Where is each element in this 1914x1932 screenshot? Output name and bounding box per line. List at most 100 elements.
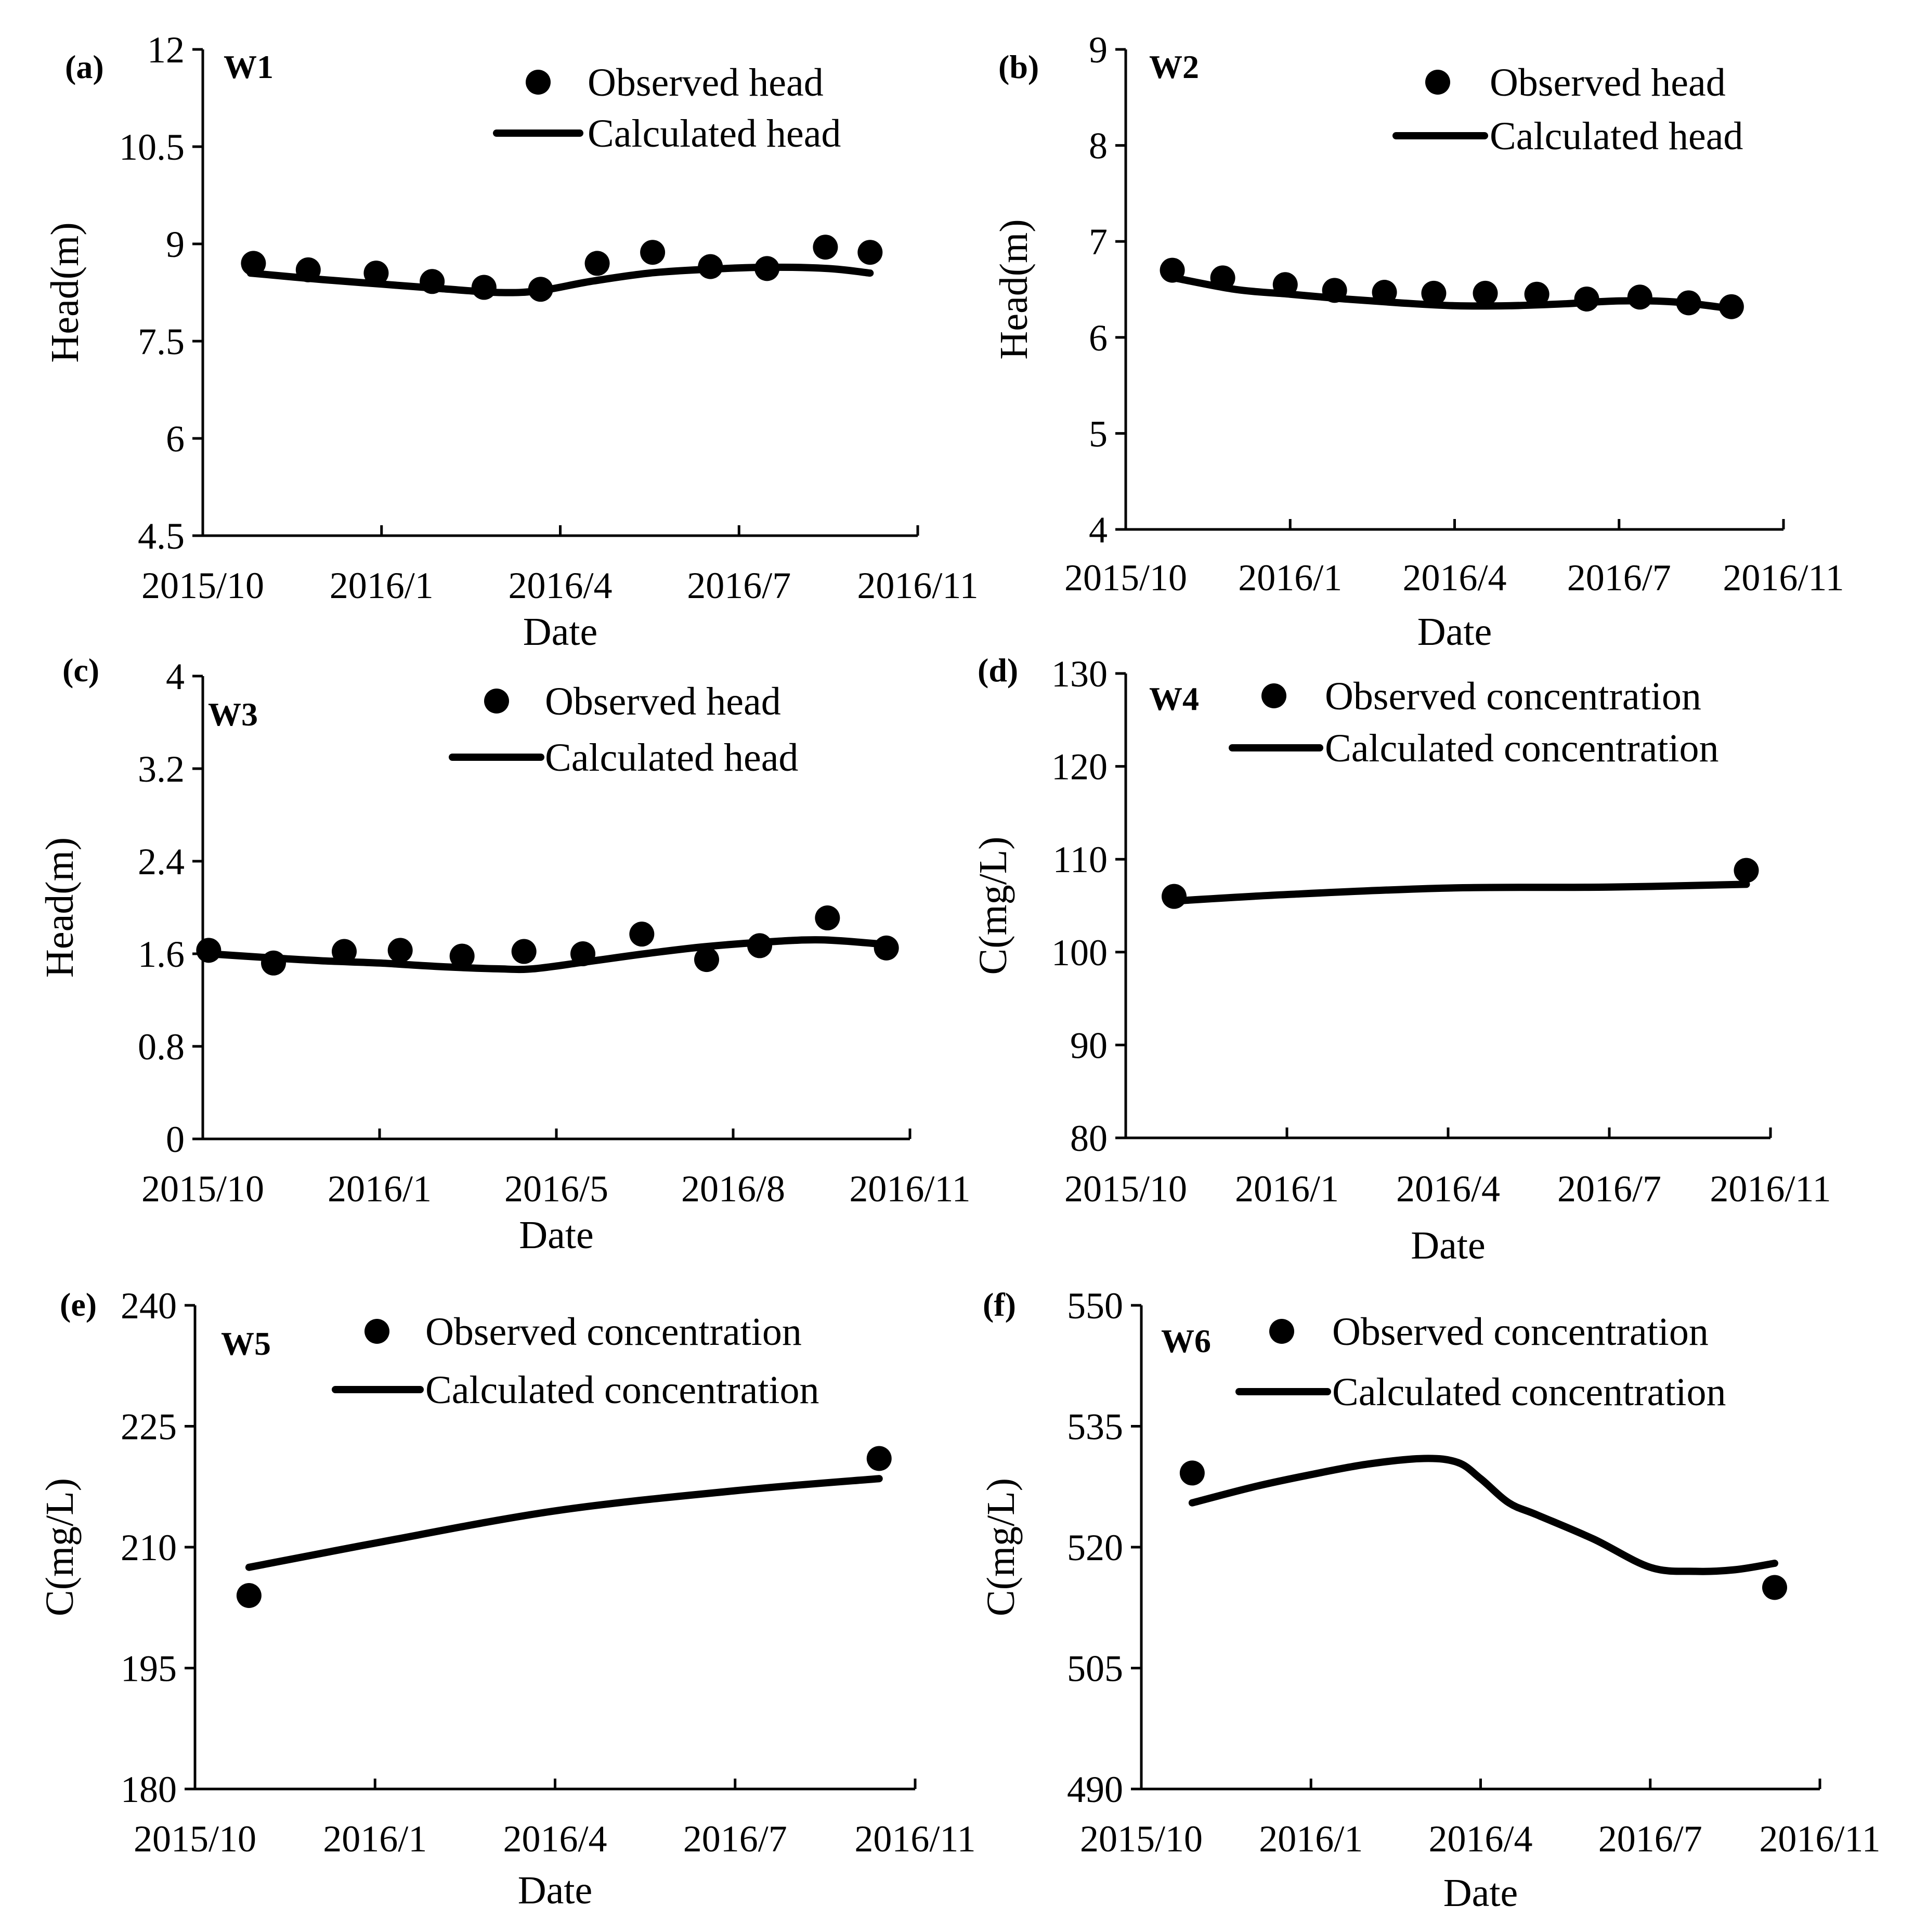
- observed-data-point: [387, 938, 413, 963]
- observed-data-point: [1734, 858, 1759, 883]
- well-label: W6: [1161, 1322, 1211, 1359]
- x-tick-label: 2016/7: [1567, 557, 1671, 599]
- panel-label: (b): [998, 48, 1039, 85]
- x-tick-label: 2015/10: [141, 565, 264, 606]
- x-tick-label: 2015/10: [1080, 1818, 1203, 1860]
- observed-data-point: [570, 941, 595, 966]
- y-axis-title: Head(m): [38, 837, 82, 978]
- observed-data-point: [1762, 1575, 1787, 1600]
- observed-data-point: [640, 240, 666, 265]
- x-tick-label: 2016/1: [330, 565, 434, 606]
- observed-data-point: [196, 938, 222, 963]
- x-tick-label: 2016/4: [1428, 1818, 1532, 1860]
- observed-data-point: [1160, 257, 1185, 283]
- y-axis-title: Head(m): [43, 222, 87, 362]
- y-axis-title: C(mg/L): [979, 1478, 1023, 1616]
- x-tick-label: 2016/1: [1259, 1818, 1363, 1860]
- observed-data-point: [629, 922, 655, 947]
- observed-data-point: [1524, 281, 1550, 307]
- y-tick-label: 4.5: [138, 515, 185, 557]
- observed-data-point: [857, 240, 883, 265]
- x-tick-label: 2015/10: [1064, 1168, 1187, 1210]
- x-tick-label: 2016/7: [1557, 1168, 1661, 1210]
- y-tick-label: 535: [1067, 1406, 1123, 1448]
- legend-observed-marker: [1269, 1319, 1294, 1344]
- y-tick-label: 3.2: [138, 748, 185, 790]
- x-tick-label: 2016/11: [1759, 1818, 1880, 1860]
- observed-data-point: [295, 257, 321, 282]
- y-tick-label: 195: [121, 1648, 177, 1690]
- x-tick-label: 2016/1: [323, 1818, 427, 1860]
- observed-data-point: [261, 950, 286, 976]
- legend-observed-marker: [1261, 683, 1286, 708]
- calculated-series-line: [1188, 1455, 1778, 1575]
- x-axis-title: Date: [1411, 1224, 1485, 1267]
- y-tick-label: 6: [166, 418, 185, 460]
- legend-observed-label: Observed concentration: [1332, 1310, 1709, 1354]
- observed-data-point: [241, 251, 266, 276]
- x-tick-label: 2016/1: [1235, 1168, 1339, 1210]
- panel-label: (c): [62, 652, 99, 689]
- x-tick-label: 2015/10: [134, 1818, 256, 1860]
- y-tick-label: 225: [121, 1406, 177, 1448]
- panel-label: (d): [978, 652, 1018, 689]
- observed-data-point: [1574, 286, 1599, 312]
- observed-data-point: [1676, 290, 1701, 316]
- legend-observed-label: Observed head: [545, 680, 781, 723]
- y-tick-label: 110: [1053, 839, 1108, 880]
- y-tick-label: 120: [1051, 746, 1108, 788]
- x-tick-label: 2016/7: [683, 1818, 787, 1860]
- observed-data-point: [1210, 265, 1235, 291]
- calculated-series-line: [245, 1475, 883, 1571]
- x-tick-label: 2016/1: [1238, 557, 1342, 599]
- y-tick-label: 1.6: [138, 933, 185, 975]
- y-tick-label: 8: [1089, 125, 1108, 167]
- observed-data-point: [1272, 272, 1298, 297]
- x-tick-label: 2016/11: [857, 565, 978, 606]
- chart-panel-e: 180 195 210 225 240 2015/10 2016/1 2016/4 2016/7…: [38, 1285, 976, 1912]
- y-tick-label: 4: [1089, 509, 1108, 551]
- x-tick-label: 2015/10: [1064, 557, 1187, 599]
- y-tick-label: 7.5: [138, 321, 185, 362]
- legend-calculated-label: Calculated concentration: [1332, 1370, 1726, 1414]
- y-tick-label: 550: [1067, 1285, 1123, 1327]
- y-tick-label: 80: [1070, 1118, 1108, 1159]
- x-tick-label: 2016/1: [328, 1168, 432, 1210]
- observed-data-point: [874, 935, 899, 961]
- legend-calculated-label: Calculated concentration: [425, 1368, 819, 1412]
- legend-calculated-label: Calculated head: [588, 112, 841, 155]
- x-tick-label: 2016/4: [508, 565, 612, 606]
- observed-data-point: [584, 251, 610, 276]
- x-axis-title: Date: [519, 1213, 593, 1257]
- y-tick-label: 490: [1067, 1769, 1123, 1810]
- legend-observed-label: Observed head: [1490, 61, 1726, 105]
- y-tick-label: 12: [147, 29, 185, 71]
- y-axis-title: C(mg/L): [971, 837, 1015, 975]
- x-tick-label: 2016/11: [849, 1168, 970, 1210]
- x-tick-label: 2016/5: [504, 1168, 608, 1210]
- observed-data-point: [1473, 280, 1498, 306]
- well-label: W5: [221, 1325, 271, 1362]
- legend-observed-marker: [484, 689, 509, 714]
- x-tick-label: 2016/7: [1598, 1818, 1702, 1860]
- y-tick-label: 4: [166, 656, 185, 697]
- observed-data-point: [754, 256, 780, 281]
- calculated-series-line: [205, 936, 890, 974]
- x-tick-label: 2016/11: [1723, 557, 1844, 599]
- y-tick-label: 0.8: [138, 1026, 185, 1068]
- y-tick-label: 9: [1089, 29, 1108, 71]
- y-tick-label: 10.5: [119, 126, 185, 168]
- chart-panel-a: 4.5 6 7.5 9 10.5 12 2015/10 2016/1 2016/4 2016/7 2…: [43, 29, 979, 654]
- observed-data-point: [866, 1446, 892, 1471]
- observed-data-point: [1421, 280, 1447, 306]
- chart-panel-b: 4 5 6 7 8 9 2015/10 2016/1 2016/4 2016/7 2016/11 Da…: [992, 29, 1844, 654]
- y-tick-label: 0: [166, 1119, 185, 1160]
- x-axis-title: Date: [523, 610, 597, 654]
- y-tick-label: 505: [1067, 1648, 1123, 1690]
- x-axis-title: Date: [1417, 610, 1492, 654]
- observed-data-point: [528, 277, 553, 302]
- y-tick-label: 9: [166, 224, 185, 265]
- legend-observed-label: Observed concentration: [425, 1310, 802, 1354]
- x-tick-label: 2016/4: [1396, 1168, 1500, 1210]
